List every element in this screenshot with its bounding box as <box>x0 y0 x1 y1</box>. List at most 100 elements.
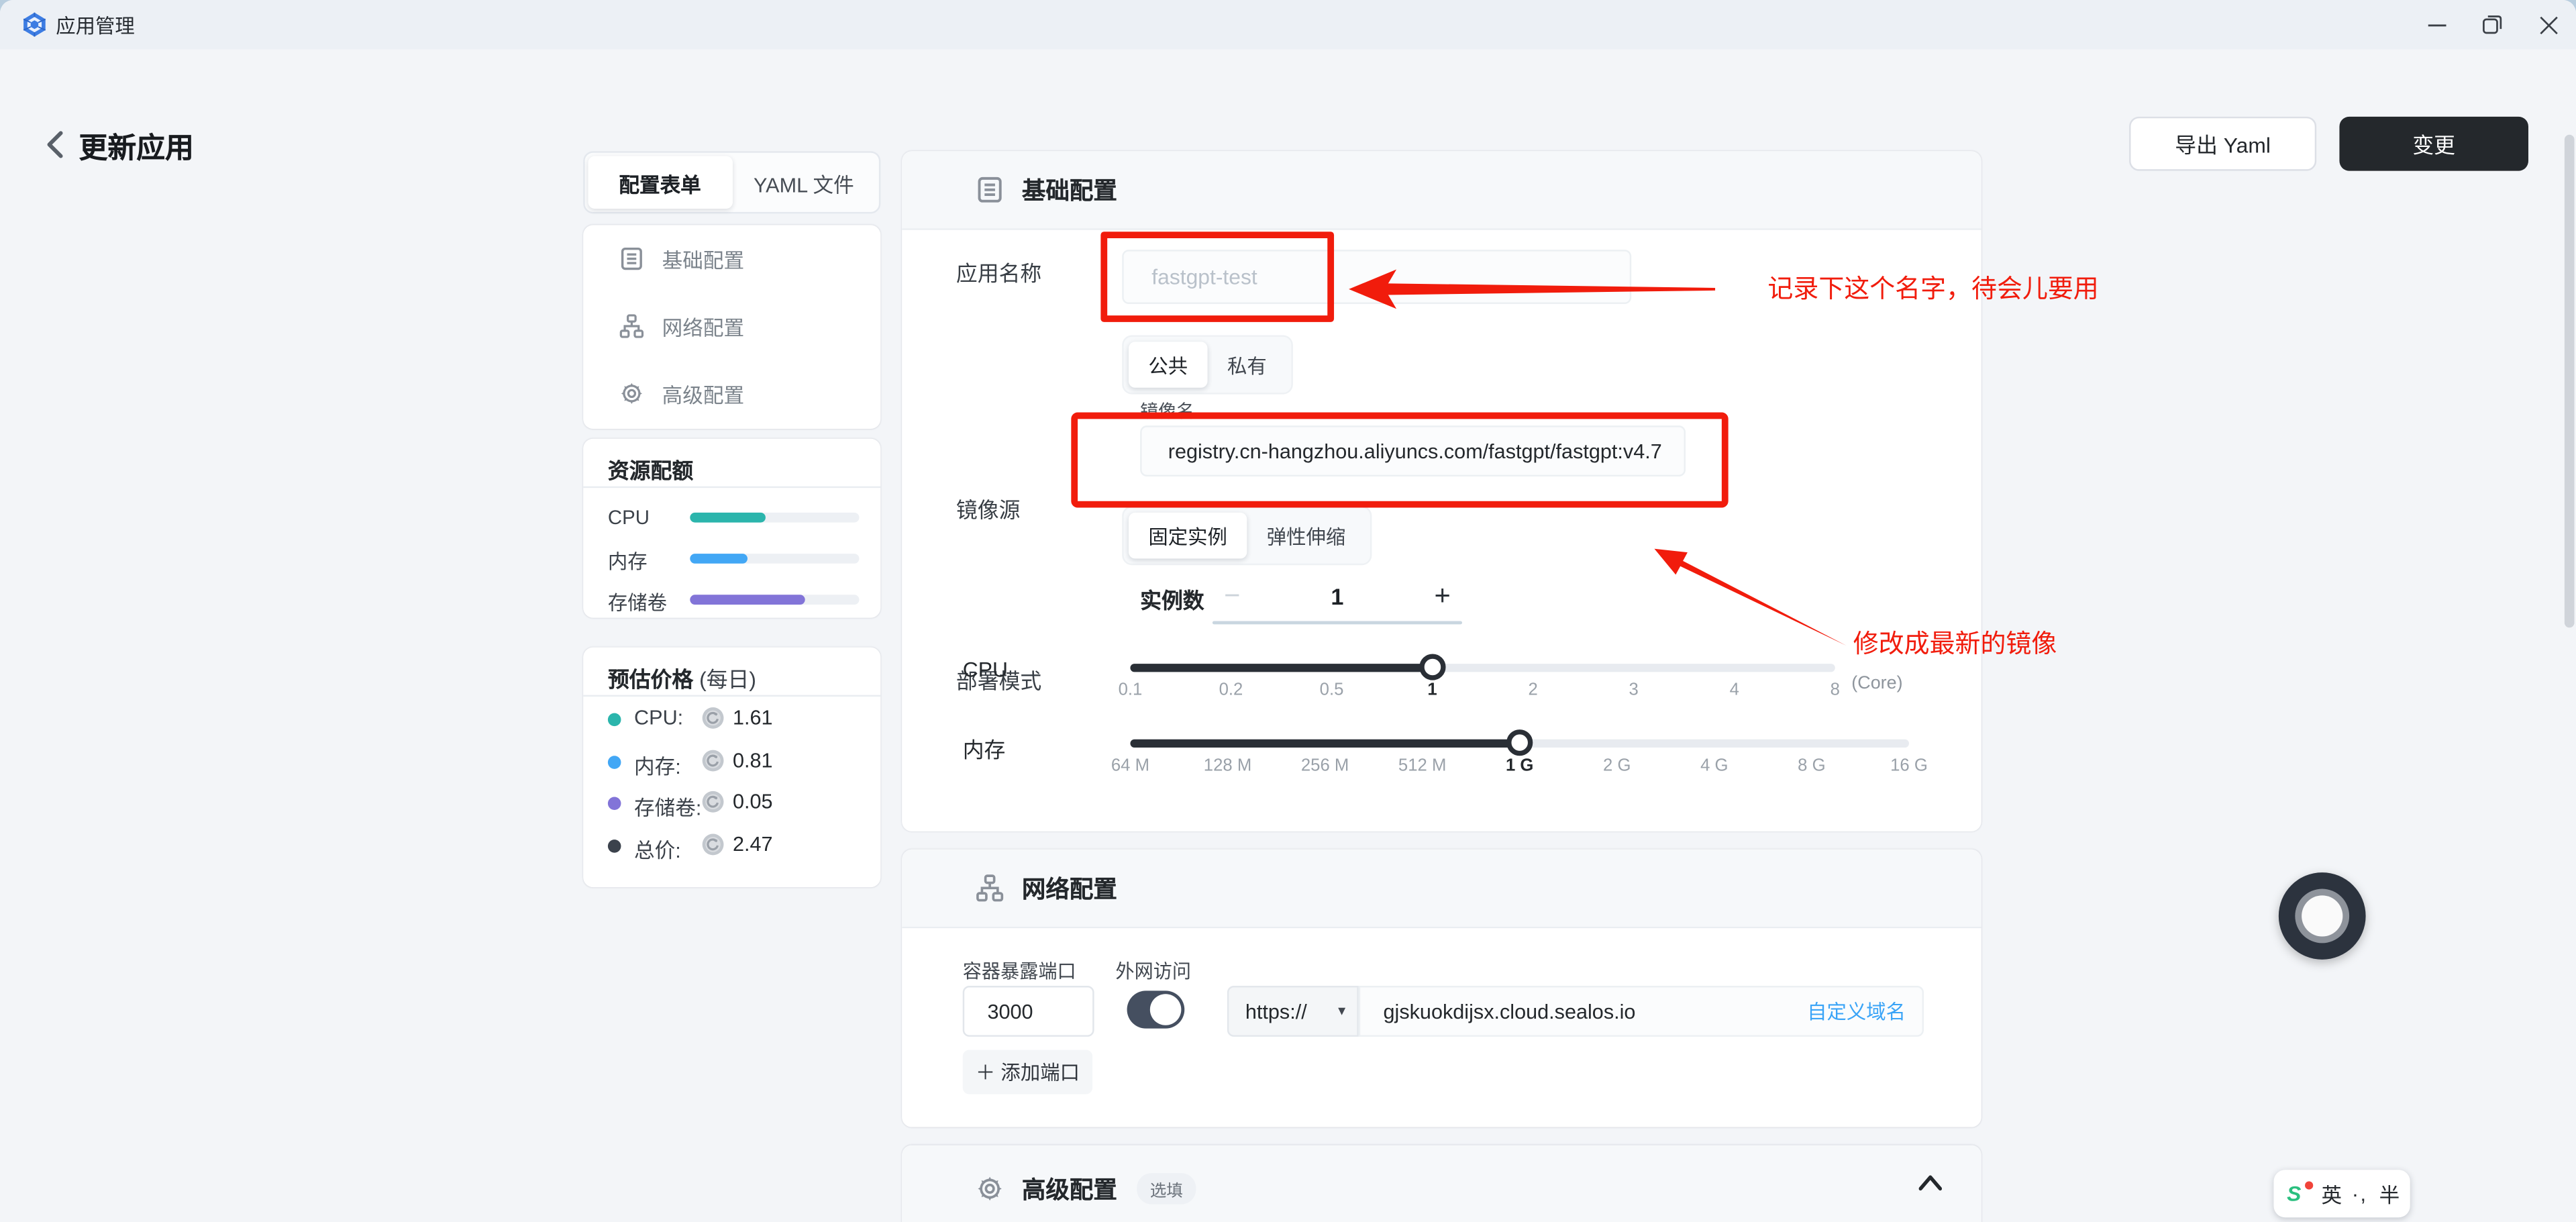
network-icon <box>619 314 644 338</box>
container-port-label: 容器暴露端口 <box>962 962 1076 983</box>
slider-fill <box>1130 664 1433 672</box>
legend-dot <box>607 797 621 811</box>
ime-statusbar[interactable]: S 英 ·, 半 <box>2273 1170 2410 1218</box>
image-name-input[interactable]: registry.cn-hangzhou.aliyuncs.com/fastgp… <box>1140 425 1686 477</box>
tick-label: 2 G <box>1603 756 1631 776</box>
price-label: 内存: <box>634 755 681 778</box>
quota-rows: CPU 内存 存储卷 <box>583 498 880 621</box>
quota-progressbar <box>690 554 860 564</box>
sidebar-item-label: 高级配置 <box>662 384 745 408</box>
tick-label: 4 <box>1729 680 1739 700</box>
add-port-button[interactable]: ＋ 添加端口 <box>962 1050 1093 1094</box>
ime-language-mode[interactable]: 英 <box>2321 1184 2342 1208</box>
price-value: 1.61 <box>732 706 773 730</box>
optional-badge: 选填 <box>1137 1172 1196 1204</box>
quota-row: 内存 <box>583 539 880 580</box>
tick-label: 8 <box>1830 680 1840 700</box>
increment-button[interactable]: + <box>1434 580 1451 611</box>
custom-domain-link[interactable]: 自定义域名 <box>1807 1001 1906 1024</box>
quota-title: 资源配额 <box>607 458 694 483</box>
floating-ball-core <box>2302 895 2343 937</box>
advanced-config-card: 高级配置 选填 <box>902 1145 1981 1222</box>
tick-label: 0.1 <box>1118 680 1143 700</box>
ime-width-mode[interactable]: 半 <box>2379 1184 2400 1208</box>
decrement-button[interactable]: − <box>1224 580 1241 611</box>
protocol-select[interactable]: https:// ▾ <box>1227 986 1359 1037</box>
container-port-input[interactable]: 3000 <box>962 986 1094 1037</box>
page-header: 更新应用 导出 Yaml 变更 <box>0 49 2576 171</box>
network-icon <box>976 874 1004 902</box>
annotation-arrow-left <box>1349 269 1716 309</box>
window-title: 应用管理 <box>56 13 135 38</box>
gear-icon <box>978 1176 1002 1200</box>
tick-label: 2 <box>1528 680 1538 700</box>
toggle-knob <box>1149 994 1182 1025</box>
quota-row: CPU <box>583 498 880 539</box>
close-button[interactable] <box>2520 0 2576 49</box>
sidebar-item-advanced-config[interactable]: 高级配置 <box>583 360 880 427</box>
memory-slider[interactable]: 64 M 128 M 256 M 512 M 1 G 2 G 4 G 8 G 16 G <box>1111 729 1928 790</box>
ime-punctuation-mode[interactable]: ·, <box>2351 1182 2368 1205</box>
price-label: CPU: <box>634 706 684 730</box>
chevron-up-icon[interactable] <box>1918 1173 1942 1192</box>
price-row: 存储卷: 0.05 <box>583 787 880 829</box>
apply-change-button[interactable]: 变更 <box>2339 116 2528 171</box>
tick-label: 8 G <box>1798 756 1826 776</box>
price-label: 总价: <box>634 838 681 862</box>
restore-button[interactable] <box>2465 0 2520 49</box>
deploy-mode-label: 部署模式 <box>956 668 1042 694</box>
sidebar-item-label: 网络配置 <box>662 317 745 340</box>
app-logo-icon <box>23 12 46 37</box>
sidebar-item-network-config[interactable]: 网络配置 <box>583 293 880 360</box>
tick-label: 64 M <box>1111 756 1150 776</box>
scrollbar-thumb[interactable] <box>2564 134 2575 628</box>
instances-stepper: − 1 + <box>1213 575 1462 618</box>
page-title: 更新应用 <box>79 131 194 164</box>
tab-item[interactable]: YAML 文件 <box>754 173 854 197</box>
external-access-toggle[interactable] <box>1127 990 1185 1029</box>
cpu-slider-handle[interactable] <box>1419 654 1446 680</box>
memory-slider-handle[interactable] <box>1506 729 1533 756</box>
quota-progress-fill <box>690 512 766 523</box>
export-yaml-button[interactable]: 导出 Yaml <box>2129 116 2317 171</box>
app-name-label: 应用名称 <box>956 261 1042 287</box>
segment-option[interactable]: 私有 <box>1227 354 1267 377</box>
coin-icon <box>702 833 724 855</box>
divider <box>583 695 881 697</box>
price-value: 0.05 <box>732 790 773 813</box>
advanced-config-header[interactable]: 高级配置 选填 <box>902 1145 1981 1222</box>
deploy-mode-segmented: 固定实例 弹性伸缩 <box>1122 506 1372 566</box>
image-source-segmented: 公共 私有 <box>1122 335 1293 395</box>
minimize-button[interactable] <box>2408 0 2464 49</box>
back-button[interactable] <box>43 130 69 159</box>
annotation-box-app-name <box>1100 232 1335 322</box>
document-icon <box>978 176 1002 203</box>
network-config-card: 网络配置 容器暴露端口 外网访问 3000 https:// ▾ gjskuok… <box>902 849 1981 1127</box>
tab-item[interactable]: 配置表单 <box>588 156 732 209</box>
price-value: 2.47 <box>732 832 773 856</box>
gear-icon <box>621 383 642 404</box>
quota-progress-fill <box>690 554 748 564</box>
tick-label: 0.2 <box>1219 680 1243 700</box>
section-nav: 基础配置 网络配置 高级配置 <box>583 225 881 429</box>
segment-option[interactable]: 弹性伸缩 <box>1266 525 1346 548</box>
section-title: 高级配置 <box>1021 1177 1117 1204</box>
cpu-slider[interactable]: 0.1 0.2 0.5 1 2 3 4 8 <box>1119 654 1840 715</box>
network-config-header: 网络配置 <box>902 849 1981 929</box>
basic-config-card: 基础配置 应用名称 fastgpt-test 镜像源 公共 私有 镜像名 regi… <box>902 151 1981 831</box>
price-title: 预估价格 (每日) <box>607 667 757 692</box>
price-value: 0.81 <box>732 748 773 772</box>
quota-progressbar <box>690 512 860 523</box>
price-row: CPU: 1.61 <box>583 703 880 745</box>
domain-input[interactable]: gjskuokdijsx.cloud.sealos.io 自定义域名 <box>1358 986 1924 1037</box>
section-title: 网络配置 <box>1021 877 1117 904</box>
floating-assistant-button[interactable] <box>2278 872 2366 960</box>
segment-option[interactable]: 公共 <box>1129 342 1208 388</box>
divider <box>583 486 881 489</box>
annotation-note-image: 修改成最新的镜像 <box>1853 631 2057 659</box>
sidebar-item-basic-config[interactable]: 基础配置 <box>583 225 880 292</box>
segment-option[interactable]: 固定实例 <box>1129 512 1247 559</box>
slider-fill <box>1130 739 1520 748</box>
domain-value: gjskuokdijsx.cloud.sealos.io <box>1383 999 1636 1023</box>
instances-label: 实例数 <box>1140 588 1204 613</box>
